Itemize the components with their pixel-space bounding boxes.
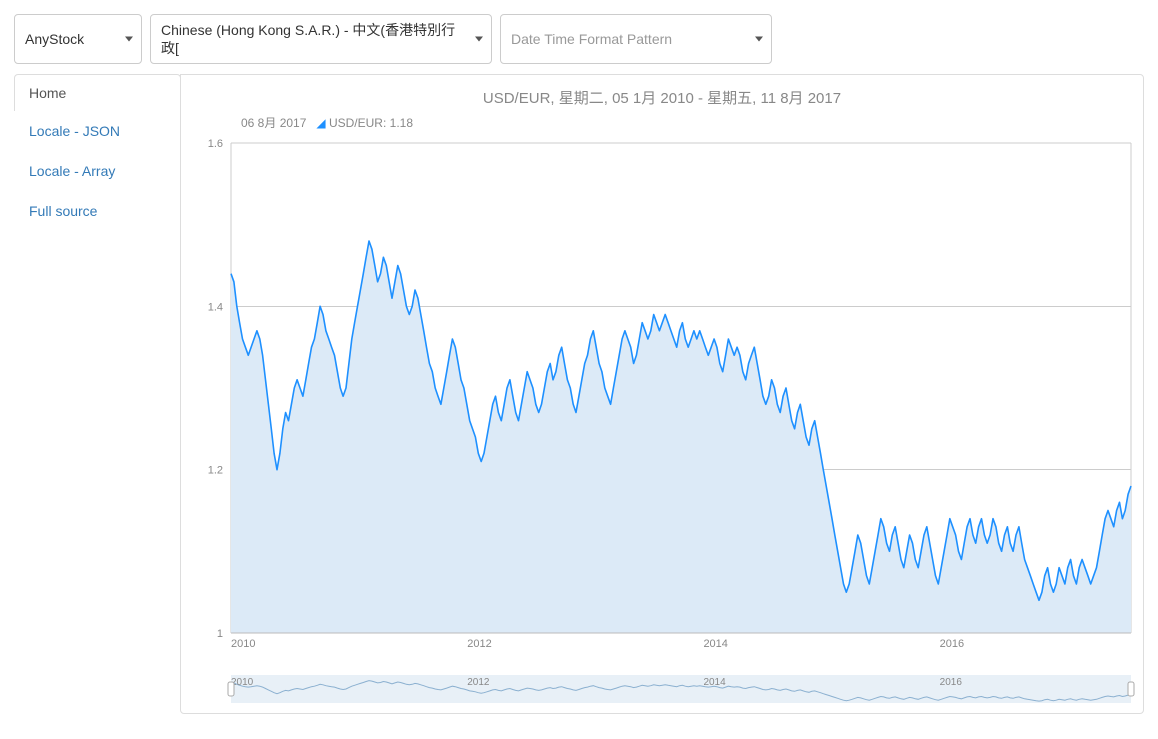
locale-dropdown-label: Chinese (Hong Kong S.A.R.) - 中文(香港特別行政[ <box>161 21 463 57</box>
svg-text:2016: 2016 <box>940 638 964 650</box>
svg-text:1.2: 1.2 <box>208 465 223 477</box>
sidebar-link-locale-array[interactable]: Locale - Array <box>15 151 181 191</box>
stock-chart[interactable]: 1 1.2 1.4 1.6 2010 2012 2014 2016 <box>181 133 1141 673</box>
svg-text:1.6: 1.6 <box>208 138 223 150</box>
datetime-pattern-dropdown[interactable]: Date Time Format Pattern <box>500 14 772 64</box>
chart-scroller[interactable]: 2010201220142016 <box>181 673 1141 705</box>
chart-panel: USD/EUR, 星期二, 05 1月 2010 - 星期五, 11 8月 20… <box>180 74 1144 714</box>
svg-text:2014: 2014 <box>703 677 726 688</box>
chevron-down-icon <box>125 37 133 42</box>
datetime-pattern-placeholder: Date Time Format Pattern <box>511 30 672 48</box>
sidebar: Home Locale - JSON Locale - Array Full s… <box>14 74 181 714</box>
sidebar-link-full-source[interactable]: Full source <box>15 191 181 231</box>
svg-text:1.4: 1.4 <box>208 302 223 314</box>
main-layout: Home Locale - JSON Locale - Array Full s… <box>0 74 1158 728</box>
chevron-down-icon <box>755 37 763 42</box>
chart-legend: 06 8月 2017 ◢ USD/EUR: 1.18 <box>181 114 1143 131</box>
area-chart-icon: ◢ <box>316 116 325 130</box>
legend-item: ◢ USD/EUR: 1.18 <box>316 116 413 130</box>
chevron-down-icon <box>475 37 483 42</box>
legend-date: 06 8月 2017 <box>241 114 306 131</box>
sidebar-links: Locale - JSON Locale - Array Full source <box>14 111 181 231</box>
locale-dropdown[interactable]: Chinese (Hong Kong S.A.R.) - 中文(香港特別行政[ <box>150 14 492 64</box>
product-dropdown-label: AnyStock <box>25 30 84 48</box>
tab-label: Home <box>29 85 66 101</box>
svg-text:2012: 2012 <box>467 677 490 688</box>
svg-text:2010: 2010 <box>231 638 255 650</box>
sidebar-link-locale-json[interactable]: Locale - JSON <box>15 111 181 151</box>
legend-series-label: USD/EUR: 1.18 <box>329 116 413 130</box>
svg-text:2016: 2016 <box>940 677 963 688</box>
tab-home[interactable]: Home <box>14 74 181 111</box>
svg-text:2012: 2012 <box>467 638 491 650</box>
product-dropdown[interactable]: AnyStock <box>14 14 142 64</box>
svg-text:2014: 2014 <box>703 638 727 650</box>
chart-title: USD/EUR, 星期二, 05 1月 2010 - 星期五, 11 8月 20… <box>181 85 1143 114</box>
svg-text:1: 1 <box>217 628 223 640</box>
toolbar: AnyStock Chinese (Hong Kong S.A.R.) - 中文… <box>0 0 1158 74</box>
